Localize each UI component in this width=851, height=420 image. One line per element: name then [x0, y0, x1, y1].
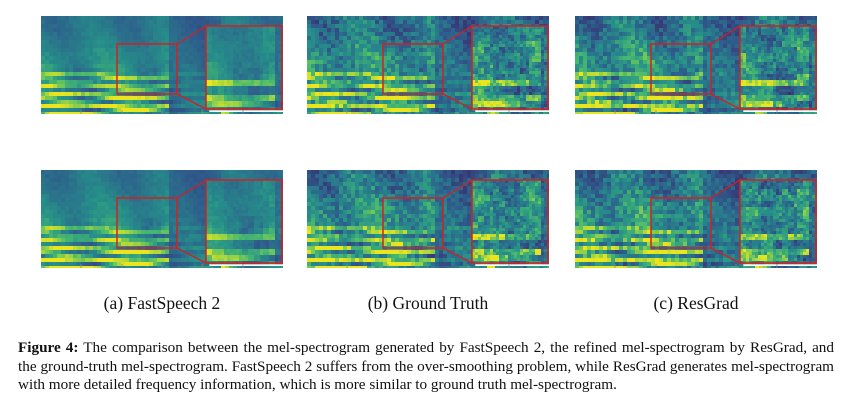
zoom-connector-top [442, 25, 473, 45]
spectrogram-image [41, 170, 283, 268]
spectrogram-image [575, 170, 817, 268]
spectrogram-ground-truth-top [307, 16, 549, 114]
zoom-connector-bottom [710, 247, 741, 264]
zoom-source-box [116, 43, 178, 95]
spectrogram-heatmap [307, 16, 549, 114]
zoom-source-box [382, 197, 444, 249]
spectrogram-image [575, 16, 817, 114]
zoom-connector-bottom [710, 93, 741, 110]
spectrogram-heatmap [41, 16, 283, 114]
zoom-connector-bottom [442, 93, 473, 110]
zoom-connector-top [710, 25, 741, 45]
zoom-magnified-box [471, 179, 549, 264]
zoom-source-box [650, 197, 712, 249]
spectrogram-heatmap [41, 170, 283, 268]
zoom-source-box [650, 43, 712, 95]
zoom-magnified-box [205, 179, 283, 264]
zoom-source-box [116, 197, 178, 249]
spectrogram-image [41, 16, 283, 114]
spectrogram-heatmap [575, 170, 817, 268]
spectrogram-image [307, 170, 549, 268]
zoom-connector-bottom [442, 247, 473, 264]
zoom-connector-top [176, 179, 207, 199]
spectrogram-heatmap [575, 16, 817, 114]
zoom-connector-bottom [176, 247, 207, 264]
spectrogram-heatmap [307, 170, 549, 268]
subcaption-resgrad: (c) ResGrad [653, 293, 739, 313]
zoom-connector-top [442, 179, 473, 199]
figure-caption: Figure 4: The comparison between the mel… [18, 339, 834, 395]
subcaption-ground-truth: (b) Ground Truth [367, 293, 489, 313]
zoom-connector-top [710, 179, 741, 199]
spectrogram-fastspeech2-bottom [41, 170, 283, 268]
zoom-magnified-box [471, 25, 549, 110]
zoom-connector-top [176, 25, 207, 45]
zoom-magnified-box [739, 25, 817, 110]
caption-text: The comparison between the mel-spectrogr… [18, 339, 834, 394]
zoom-magnified-box [739, 179, 817, 264]
spectrogram-ground-truth-bottom [307, 170, 549, 268]
spectrogram-resgrad-top [575, 16, 817, 114]
spectrogram-image [307, 16, 549, 114]
subcaption-fastspeech2: (a) FastSpeech 2 [103, 293, 221, 313]
spectrogram-fastspeech2-top [41, 16, 283, 114]
zoom-magnified-box [205, 25, 283, 110]
zoom-connector-bottom [176, 93, 207, 110]
caption-label: Figure 4: [18, 339, 79, 356]
spectrogram-resgrad-bottom [575, 170, 817, 268]
zoom-source-box [382, 43, 444, 95]
